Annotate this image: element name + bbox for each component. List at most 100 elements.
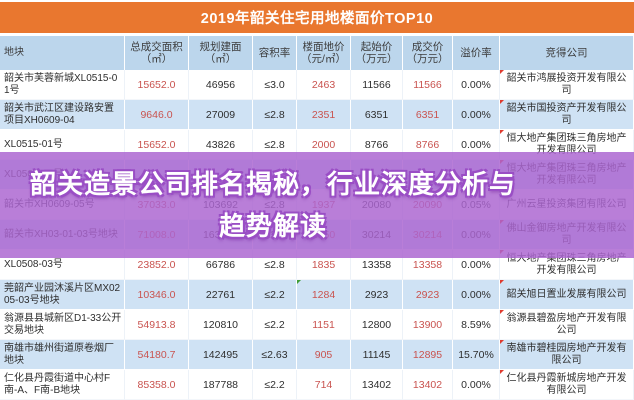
value-cell: 905: [297, 340, 351, 370]
company-cell: 韶关市国投资产开发有限公司: [500, 100, 634, 130]
column-header-plot: 地块: [0, 36, 125, 70]
cell-text: 905: [314, 348, 333, 361]
cell-text: 13402: [412, 378, 443, 391]
comment-marker-icon: [500, 340, 504, 344]
cell-text: 187788: [202, 378, 239, 391]
comment-marker-icon: [500, 310, 504, 314]
value-cell: ≤3.0: [253, 70, 297, 100]
cell-text: ≤2.8: [264, 138, 285, 151]
value-cell: 1151: [297, 310, 351, 340]
value-cell: ≤2.2: [253, 280, 297, 310]
company-cell: 翁源县碧盈房地产开发有限公司: [500, 310, 634, 340]
value-cell: ≤2.8: [253, 250, 297, 280]
cell-text: 南雄市雄州街道原卷烟厂地块: [4, 342, 114, 366]
value-cell: 6351: [351, 100, 403, 130]
cell-text: 0.00%: [461, 78, 491, 91]
plot-name-cell: 翁源县县城新区D1-33公开交易地块: [0, 310, 125, 340]
column-header-premium: 溢价率: [453, 36, 500, 70]
cell-text: 22761: [205, 288, 236, 301]
value-cell: 2923: [351, 280, 403, 310]
value-cell: 142495: [189, 340, 253, 370]
plot-name-cell: 莞韶产业园沐溪片区MX0205-03号地块: [0, 280, 125, 310]
headline-overlay: 韶关造景公司排名揭秘，行业深度分析与 趋势解读: [0, 152, 634, 258]
value-cell: 23852.0: [125, 250, 189, 280]
plot-name-cell: 韶关市芙蓉新城XL0515-01号: [0, 70, 125, 100]
value-cell: 11566: [403, 70, 453, 100]
cell-text: 莞韶产业园沐溪片区MX0205-03号地块: [4, 282, 121, 306]
cell-text: 6351: [364, 108, 389, 121]
cell-text: 翁源县碧盈房地产开发有限公司: [506, 312, 627, 336]
cell-text: ≤3.0: [264, 78, 285, 91]
value-cell: 54180.7: [125, 340, 189, 370]
value-cell: 13358: [403, 250, 453, 280]
value-cell: 1835: [297, 250, 351, 280]
cell-text: ≤2.8: [264, 258, 285, 271]
column-header-plot-ratio: 容积率: [253, 36, 297, 70]
cell-text: 恒大地产集团珠三角房地产开发有限公司: [506, 252, 627, 276]
value-cell: 10346.0: [125, 280, 189, 310]
cell-text: 1284: [311, 288, 336, 301]
cell-text: 11566: [362, 78, 391, 91]
value-cell: 54913.8: [125, 310, 189, 340]
cell-text: 8766: [415, 138, 440, 151]
value-cell: 22761: [189, 280, 253, 310]
cell-text: 韶关市国投资产开发有限公司: [506, 102, 627, 126]
cell-text: ≤2.2: [264, 378, 285, 391]
cell-text: 仁化县丹霞街道中心村F南-A、F南-B地块: [4, 372, 111, 396]
cell-text: 翁源县县城新区D1-33公开交易地块: [4, 312, 122, 336]
cell-text: 12895: [412, 348, 443, 361]
cell-text: ≤2.63: [261, 348, 288, 361]
cell-text: 142495: [202, 348, 239, 361]
page-title: 2019年韶关住宅用地楼面价TOP10: [200, 11, 434, 27]
cell-text: 0.00%: [461, 288, 491, 301]
cell-text: 27009: [205, 108, 236, 121]
value-cell: 2923: [403, 280, 453, 310]
cell-text: 11566: [413, 78, 442, 91]
cell-text: 0.00%: [461, 378, 491, 391]
table-row: 韶关市芙蓉新城XL0515-01号 15652.0 46956 ≤3.0 2463 115…: [0, 70, 634, 100]
value-cell: 11145: [351, 340, 403, 370]
value-cell: 27009: [189, 100, 253, 130]
table-row: 韶关市武江区建设路安置项目XH0609-04 9646.0 27009 ≤2.8 235…: [0, 100, 634, 130]
cell-text: 0.00%: [461, 258, 491, 271]
cell-text: 6351: [415, 108, 440, 121]
cell-text: 南雄市碧桂园房地产开发有限公司: [506, 342, 627, 366]
table-header-row: 地块 总成交面积 （㎡） 规划建面 （㎡） 容积率 楼面地价 （元/㎡） 起始价…: [0, 36, 634, 70]
value-cell: 46956: [189, 70, 253, 100]
value-cell: 0.00%: [453, 280, 500, 310]
table-row: 莞韶产业园沐溪片区MX0205-03号地块 10346.0 22761 ≤2.2 128…: [0, 280, 634, 310]
value-cell: ≤2.63: [253, 340, 297, 370]
plot-name-cell: XL0508-03号: [0, 250, 125, 280]
cell-text: 13900: [412, 318, 443, 331]
cell-text: 10346.0: [137, 288, 176, 301]
cell-text: 15.70%: [458, 348, 494, 361]
comment-marker-icon: [500, 70, 504, 74]
value-cell: 0.00%: [453, 370, 500, 400]
column-header-start-price: 起始价 （万元）: [351, 36, 403, 70]
cell-text: ≤2.2: [264, 318, 285, 331]
plot-name-cell: 韶关市武江区建设路安置项目XH0609-04: [0, 100, 125, 130]
value-cell: 2463: [297, 70, 351, 100]
cell-text: 恒大地产集团珠三角房地产开发有限公司: [506, 132, 627, 156]
cell-text: 8766: [364, 138, 389, 151]
value-cell: 714: [297, 370, 351, 400]
headline-line-2: 趋势解读: [218, 211, 327, 241]
value-cell: ≤2.8: [253, 100, 297, 130]
value-cell: 13402: [403, 370, 453, 400]
cell-text: 120810: [202, 318, 239, 331]
comment-marker-icon: [500, 280, 504, 284]
cell-text: 仁化县丹霞新城房地产开发有限公司: [506, 372, 627, 396]
cell-text: ≤2.2: [264, 288, 285, 301]
company-cell: 仁化县丹霞新城房地产开发有限公司: [500, 370, 634, 400]
value-cell: ≤2.2: [253, 310, 297, 340]
cell-text: 54913.8: [137, 318, 176, 331]
value-cell: 0.00%: [453, 100, 500, 130]
column-header-total-area: 总成交面积 （㎡）: [125, 36, 189, 70]
cell-text: 1151: [312, 318, 335, 331]
column-header-company: 竞得公司: [500, 36, 634, 70]
flag-marker-icon: [297, 280, 301, 284]
cell-text: ≤2.8: [264, 108, 285, 121]
cell-text: 46956: [205, 78, 236, 91]
value-cell: 85358.0: [125, 370, 189, 400]
value-cell: 0.00%: [453, 250, 500, 280]
